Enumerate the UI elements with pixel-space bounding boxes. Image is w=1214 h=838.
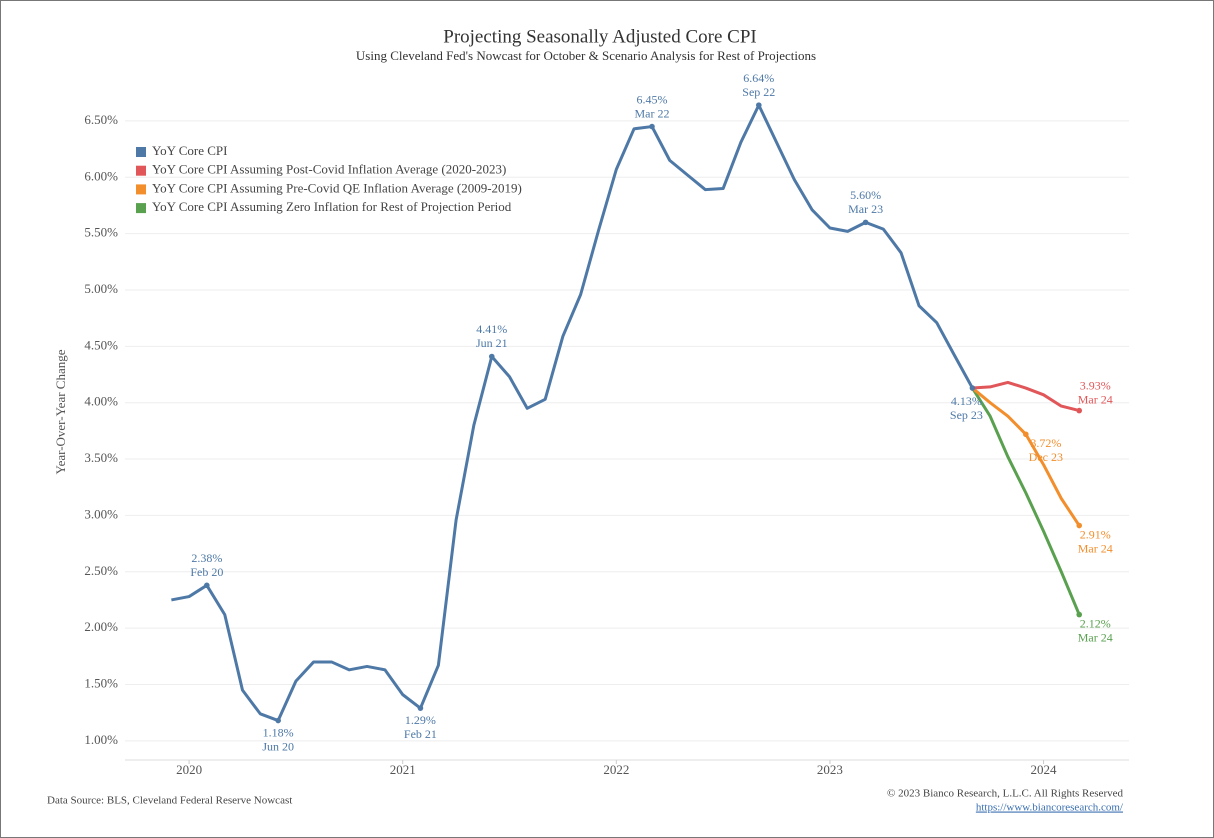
date-label: Dec 23 [1029, 450, 1063, 464]
data-label: 3.72% [1030, 436, 1061, 450]
data-label: 6.64% [743, 71, 774, 85]
y-tick-label: 1.00% [84, 732, 118, 747]
date-label: Mar 23 [848, 202, 883, 216]
data-label: 3.93% [1080, 378, 1111, 392]
y-tick-label: 2.50% [84, 563, 118, 578]
data-label: 2.91% [1080, 527, 1111, 541]
chart-title: Projecting Seasonally Adjusted Core CPI [443, 26, 756, 47]
y-tick-label: 6.00% [84, 168, 118, 183]
date-label: Mar 24 [1078, 541, 1113, 555]
source: Data Source: BLS, Cleveland Federal Rese… [47, 795, 292, 807]
legend-swatch [136, 184, 146, 195]
y-tick-label: 4.00% [84, 394, 118, 409]
x-tick-label: 2023 [817, 762, 843, 777]
series-line [171, 103, 974, 723]
data-label: 4.13% [951, 394, 982, 408]
legend-label: YoY Core CPI Assuming Zero Inflation for… [152, 199, 512, 214]
data-label: 1.18% [263, 725, 294, 739]
point [969, 385, 976, 391]
series-line [971, 387, 1081, 616]
date-label: Mar 24 [1078, 392, 1113, 406]
y-tick-label: 3.00% [84, 506, 118, 521]
point [1076, 407, 1083, 414]
point [1076, 611, 1083, 618]
date-label: Sep 23 [950, 408, 983, 422]
date-label: Mar 22 [634, 106, 669, 120]
y-tick-label: 2.00% [84, 619, 118, 634]
data-label: 1.29% [405, 713, 436, 727]
date-label: Feb 20 [190, 565, 223, 579]
legend-label: YoY Core CPI Assuming Post-Covid Inflati… [152, 162, 506, 177]
url[interactable]: https://www.biancoresearch.com/ [976, 802, 1124, 814]
date-label: Sep 22 [742, 85, 775, 99]
copyright: © 2023 Bianco Research, L.L.C. All Right… [887, 788, 1123, 800]
point [275, 717, 281, 724]
y-axis-label: Year-Over-Year Change [53, 349, 68, 474]
legend-swatch [136, 203, 146, 214]
x-tick-label: 2021 [390, 762, 416, 777]
point [488, 353, 495, 360]
data-label: 2.38% [191, 551, 222, 565]
y-tick-label: 4.50% [84, 337, 118, 352]
x-tick-label: 2022 [603, 762, 629, 777]
y-tick-label: 5.00% [84, 281, 118, 296]
x-tick-label: 2020 [176, 762, 202, 777]
data-label: 2.12% [1080, 616, 1111, 630]
series-line [972, 380, 1080, 413]
y-tick-label: 5.50% [84, 225, 118, 240]
point [649, 123, 655, 130]
legend-label: YoY Core CPI [152, 143, 228, 158]
y-tick-label: 1.50% [84, 675, 118, 690]
date-label: Mar 24 [1078, 630, 1113, 644]
point [1076, 522, 1083, 529]
y-tick-label: 3.50% [84, 450, 118, 465]
date-label: Jun 20 [262, 739, 294, 753]
y-tick-label: 6.50% [84, 112, 118, 127]
date-label: Jun 21 [476, 336, 508, 350]
point [417, 705, 424, 711]
legend-swatch [136, 165, 146, 176]
date-label: Feb 21 [404, 727, 437, 741]
x-tick-label: 2024 [1031, 762, 1058, 777]
data-label: 6.45% [636, 92, 667, 106]
legend-label: YoY Core CPI Assuming Pre-Covid QE Infla… [152, 180, 522, 195]
point [1023, 431, 1029, 438]
chart-subtitle: Using Cleveland Fed's Nowcast for Octobe… [356, 48, 816, 63]
point [204, 582, 210, 589]
data-label: 4.41% [476, 322, 507, 336]
legend-swatch [136, 147, 146, 157]
data-label: 5.60% [850, 188, 881, 202]
point [756, 102, 762, 108]
point [862, 219, 869, 226]
